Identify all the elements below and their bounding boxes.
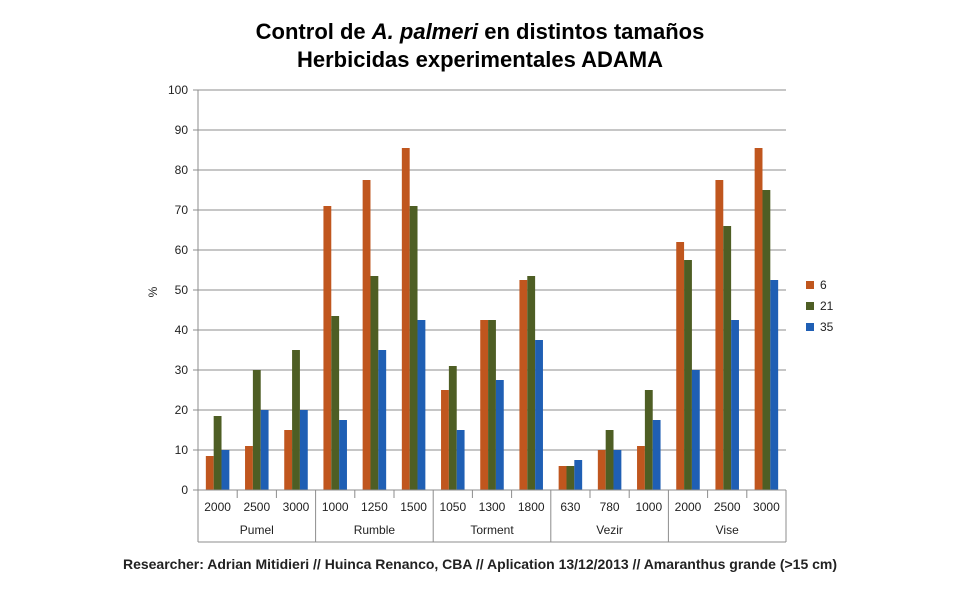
legend-label: 35: [820, 320, 834, 334]
bar: [691, 370, 700, 490]
bar: [205, 456, 214, 490]
bar: [731, 320, 739, 490]
bar: [684, 260, 692, 490]
x-tick-label: 1250: [361, 500, 388, 514]
bar: [370, 276, 379, 490]
x-tick-label: 780: [600, 500, 620, 514]
x-tick-label: 1050: [439, 500, 466, 514]
x-tick-label: 1000: [635, 500, 662, 514]
x-group-label: Vezir: [596, 523, 623, 537]
bar: [456, 430, 465, 490]
chart-title-line2: Herbicidas experimentales ADAMA: [297, 47, 663, 72]
bar: [245, 446, 253, 490]
x-tick-label: 2500: [714, 500, 741, 514]
bar: [644, 390, 653, 490]
y-tick-label: 80: [175, 163, 189, 177]
bar: [401, 148, 410, 490]
bar: [715, 180, 724, 490]
chart-title: Control de A. palmeri en distintos tamañ…: [0, 18, 960, 74]
legend-swatch: [806, 281, 814, 289]
bar: [519, 280, 528, 490]
bar: [495, 380, 504, 490]
bars: [205, 148, 779, 490]
bar: [527, 276, 536, 490]
bar: [558, 466, 567, 490]
bar: [637, 446, 645, 490]
x-group-label: Rumble: [354, 523, 396, 537]
legend-swatch: [806, 302, 814, 310]
x-tick-label: 1000: [322, 500, 349, 514]
bar: [299, 410, 308, 490]
bar: [613, 450, 622, 490]
bar: [409, 206, 418, 490]
bar: [284, 430, 293, 490]
bar: [566, 466, 575, 490]
x-tick-label: 2000: [675, 500, 702, 514]
bar: [770, 280, 779, 490]
bar: [723, 226, 732, 490]
bar: [652, 420, 661, 490]
bar: [535, 340, 543, 490]
x-tick-label: 1800: [518, 500, 545, 514]
y-tick-label: 70: [175, 203, 189, 217]
y-tick-label: 60: [175, 243, 189, 257]
bar: [597, 450, 606, 490]
bar: [323, 206, 332, 490]
bar: [676, 242, 685, 490]
x-tick-label: 3000: [283, 500, 310, 514]
bar: [488, 320, 496, 490]
x-tick-label: 1500: [400, 500, 427, 514]
bar: [754, 148, 763, 490]
x-tick-label: 3000: [753, 500, 780, 514]
legend-label: 6: [820, 278, 827, 292]
legend: 6 21 35: [806, 278, 834, 334]
x-tick-label: 630: [560, 500, 580, 514]
bar: [762, 190, 771, 490]
bar: [378, 350, 387, 490]
y-tick-label: 10: [175, 443, 189, 457]
legend-swatch: [806, 323, 814, 331]
axes: 0 10 20 30 40 50 60 70 80 90 100 2000 2500 3000 1000 12…: [168, 83, 787, 543]
y-tick-label: 30: [175, 363, 189, 377]
x-group-label: Vise: [716, 523, 739, 537]
bar: [441, 390, 449, 490]
bar: [331, 316, 340, 490]
legend-label: 21: [820, 299, 834, 313]
y-tick-label: 20: [175, 403, 189, 417]
bar: [448, 366, 457, 490]
y-tick-label: 90: [175, 123, 189, 137]
bar: [213, 416, 222, 490]
x-group-label: Torment: [470, 523, 514, 537]
x-tick-label: 1300: [479, 500, 506, 514]
bar: [260, 410, 269, 490]
x-tick-label: 2000: [204, 500, 231, 514]
bar: [480, 320, 489, 490]
x-group-label: Pumel: [240, 523, 274, 537]
bar: [362, 180, 371, 490]
y-tick-label: 40: [175, 323, 189, 337]
y-tick-label: 0: [181, 483, 188, 497]
y-tick-label: 100: [168, 83, 188, 97]
footer-note: Researcher: Adrian Mitidieri // Huinca R…: [122, 556, 838, 572]
bar: [605, 430, 614, 490]
y-axis-label: %: [146, 286, 160, 297]
x-tick-label: 2500: [243, 500, 270, 514]
y-tick-label: 50: [175, 283, 189, 297]
bar: [417, 320, 426, 490]
bar: [221, 450, 230, 490]
bar: [574, 460, 583, 490]
bar: [292, 350, 300, 490]
bar: [339, 420, 347, 490]
bar: [252, 370, 261, 490]
chart-title-line1: Control de A. palmeri en distintos tamañ…: [255, 19, 705, 44]
